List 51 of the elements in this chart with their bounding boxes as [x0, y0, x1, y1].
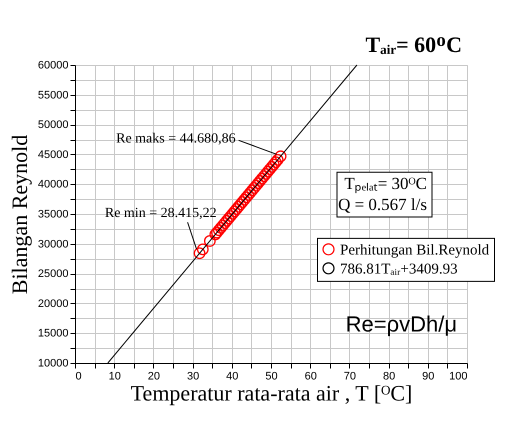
x-axis-title: Temperatur rata-rata air , T [ᴼC] — [130, 380, 412, 406]
point — [248, 182, 260, 194]
y-axis-title: Bilangan Reynold — [6, 134, 32, 294]
y-tick-label: 60000 — [38, 60, 68, 72]
x-tick-label: 0 — [76, 370, 82, 382]
point — [228, 206, 240, 218]
annotation: Tₚₑₗₐₜ= 30ᴼC — [344, 174, 427, 194]
x-tick-label: 10 — [108, 370, 121, 382]
y-tick-label: 35000 — [38, 208, 68, 220]
point — [194, 247, 206, 260]
point — [272, 154, 284, 166]
point — [230, 203, 242, 215]
legend-label: 786.81Tₐᵢᵣ+3409.93 — [340, 261, 458, 278]
y-tick-label: 30000 — [38, 238, 68, 250]
annotation: Re maks = 44.680,86 — [116, 131, 236, 146]
point — [222, 212, 235, 224]
point — [268, 158, 280, 170]
point — [234, 198, 246, 210]
y-tick-label: 40000 — [38, 178, 68, 191]
x-tick-label: 70 — [344, 370, 356, 382]
annotation: Re min = 28.415,22 — [104, 206, 217, 222]
annotation: Q = 0.567 l/s — [338, 195, 427, 214]
x-tick-label: 20 — [148, 370, 160, 382]
point — [216, 220, 229, 232]
point — [254, 175, 266, 187]
x-tick-label: 30 — [186, 370, 200, 382]
point — [236, 196, 248, 208]
point — [196, 244, 209, 256]
x-tick-label: 60 — [304, 370, 317, 382]
y-tick-label: 15000 — [38, 328, 68, 340]
y-tick-label: 20000 — [38, 298, 68, 310]
y-tick-label: 50000 — [38, 119, 68, 132]
point — [274, 150, 286, 162]
x-tick-label: 40 — [226, 370, 238, 382]
y-tick-label: 10000 — [38, 358, 68, 370]
annotation: Re=ρvDh/μ — [346, 311, 457, 336]
y-tick-label: 45000 — [38, 148, 68, 161]
x-tick-label: 50 — [265, 370, 278, 382]
x-tick-label: 100 — [449, 370, 468, 382]
point — [256, 172, 268, 184]
y-tick-label: 25000 — [38, 268, 68, 280]
x-tick-label: 90 — [422, 370, 434, 382]
x-tick-label: 80 — [382, 370, 396, 382]
text: Tₐᵢᵣ= 60ᴼC — [366, 32, 462, 57]
point — [204, 235, 216, 247]
point — [262, 166, 274, 178]
point — [260, 168, 272, 180]
point — [242, 189, 254, 201]
y-tick-label: 55000 — [38, 89, 68, 102]
point — [224, 210, 237, 222]
legend-label: Perhitungan Bil.Reynold — [340, 242, 490, 258]
